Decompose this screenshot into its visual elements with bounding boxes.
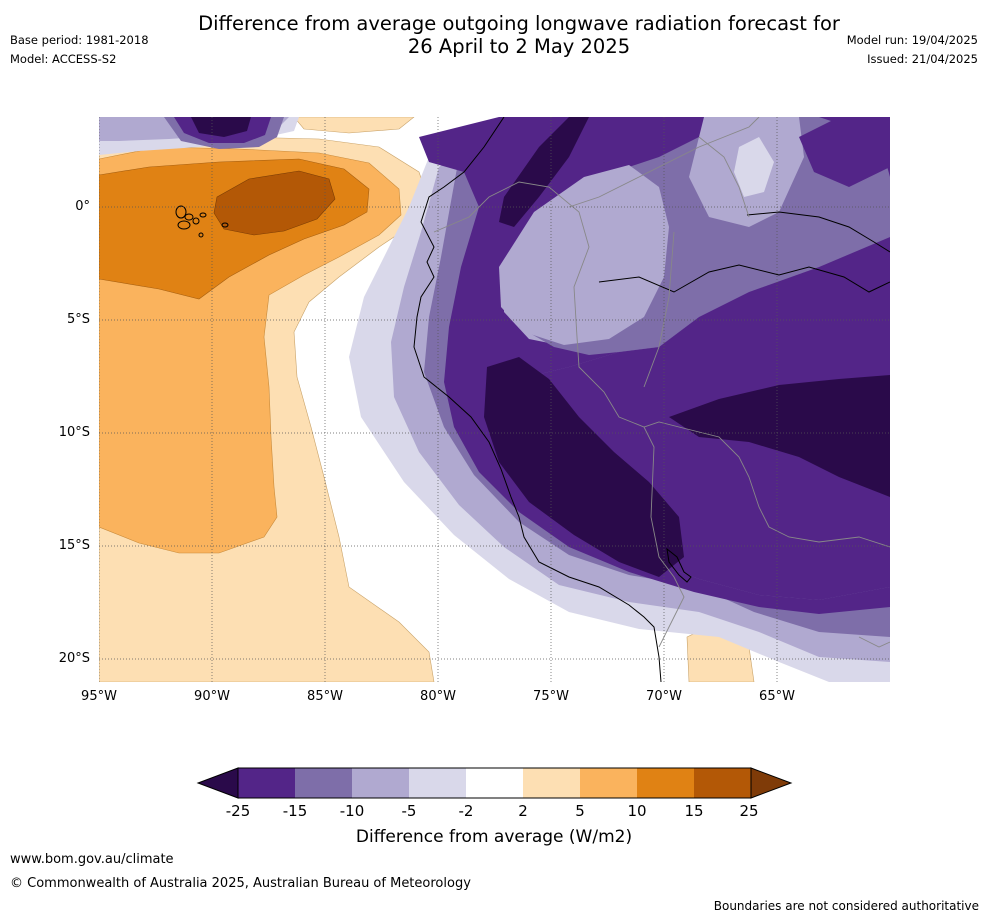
colorbar-tick-label: -2 — [458, 802, 474, 820]
lon-tick-label: 75°W — [533, 689, 569, 704]
olr-anomaly-map — [99, 117, 890, 682]
map-gridlines — [99, 117, 890, 682]
lon-tick-label: 90°W — [194, 689, 230, 704]
lon-tick-label: 65°W — [759, 689, 795, 704]
colorbar-title: Difference from average (W/m2) — [355, 827, 633, 847]
colorbar-tick-label: -25 — [225, 802, 251, 820]
coastline — [413, 117, 662, 682]
colorbar-tick-label: -15 — [282, 802, 308, 820]
colorbar-extend-low — [196, 767, 239, 799]
website-link[interactable]: www.bom.gov.au/climate — [10, 852, 174, 867]
title-line-1: Difference from average outgoing longwav… — [198, 12, 840, 35]
colorbar-bin — [580, 768, 637, 798]
lat-tick-label: 10°S — [58, 425, 90, 440]
lat-tick-label: 20°S — [58, 651, 90, 666]
anomaly-neg-25-core — [484, 357, 684, 577]
colorbar-extend-high — [750, 767, 793, 799]
colorbar-bin — [637, 768, 694, 798]
anomaly-neg-15-25-east — [799, 117, 890, 187]
boundaries-disclaimer: Boundaries are not considered authoritat… — [713, 899, 979, 913]
chart-title: Difference from average outgoing longwav… — [94, 12, 944, 58]
anomaly-neg-25-east — [669, 375, 890, 497]
anomaly-neg-5-10-amazon-core — [499, 165, 669, 345]
lon-tick-label: 70°W — [646, 689, 682, 704]
colorbar-bin — [409, 768, 466, 798]
galapagos-islands — [175, 205, 229, 238]
anomaly-pos-15-25 — [213, 170, 336, 236]
colorbar-tick-label: -10 — [339, 802, 365, 820]
colorbar-bin — [352, 768, 409, 798]
lat-tick-label: 0° — [75, 199, 90, 214]
lat-tick-label: 15°S — [58, 538, 90, 553]
colorbar-frame — [237, 767, 752, 799]
lat-tick-label: 5°S — [66, 312, 90, 327]
anomaly-neg-25-north — [191, 117, 251, 137]
colorbar-bin — [466, 768, 523, 798]
model-run: Model run: 19/04/2025 — [846, 33, 978, 47]
colorbar-tick-label: 10 — [627, 802, 647, 820]
lon-tick-label: 85°W — [307, 689, 343, 704]
colorbar-bin — [694, 768, 751, 798]
anomaly-neg-25-north-ridge — [499, 117, 589, 227]
colorbar-bin — [238, 768, 295, 798]
colorbar — [196, 767, 793, 799]
lon-tick-label: 80°W — [420, 689, 456, 704]
title-line-2: 26 April to 2 May 2025 — [407, 35, 631, 58]
colorbar-tick-label: 5 — [575, 802, 585, 820]
amazon-river — [598, 264, 890, 293]
anomaly-pos-2-5-north — [293, 117, 415, 134]
copyright-notice: © Commonwealth of Australia 2025, Austra… — [10, 876, 471, 891]
colorbar-tick-label: 2 — [518, 802, 528, 820]
colorbar-tick-label: 25 — [739, 802, 759, 820]
colorbar-bin — [295, 768, 352, 798]
lon-tick-label: 95°W — [81, 689, 117, 704]
northern-coastline — [746, 211, 890, 253]
model-name: Model: ACCESS-S2 — [10, 52, 117, 66]
base-period: Base period: 1981-2018 — [10, 33, 149, 47]
anomaly-neg-2-5-guiana — [734, 137, 774, 197]
issued-date: Issued: 21/04/2025 — [867, 52, 978, 66]
lake-titicaca — [666, 547, 692, 583]
colorbar-tick-label: 15 — [684, 802, 704, 820]
colorbar-tick-label: -5 — [401, 802, 417, 820]
colorbar-bin — [523, 768, 580, 798]
